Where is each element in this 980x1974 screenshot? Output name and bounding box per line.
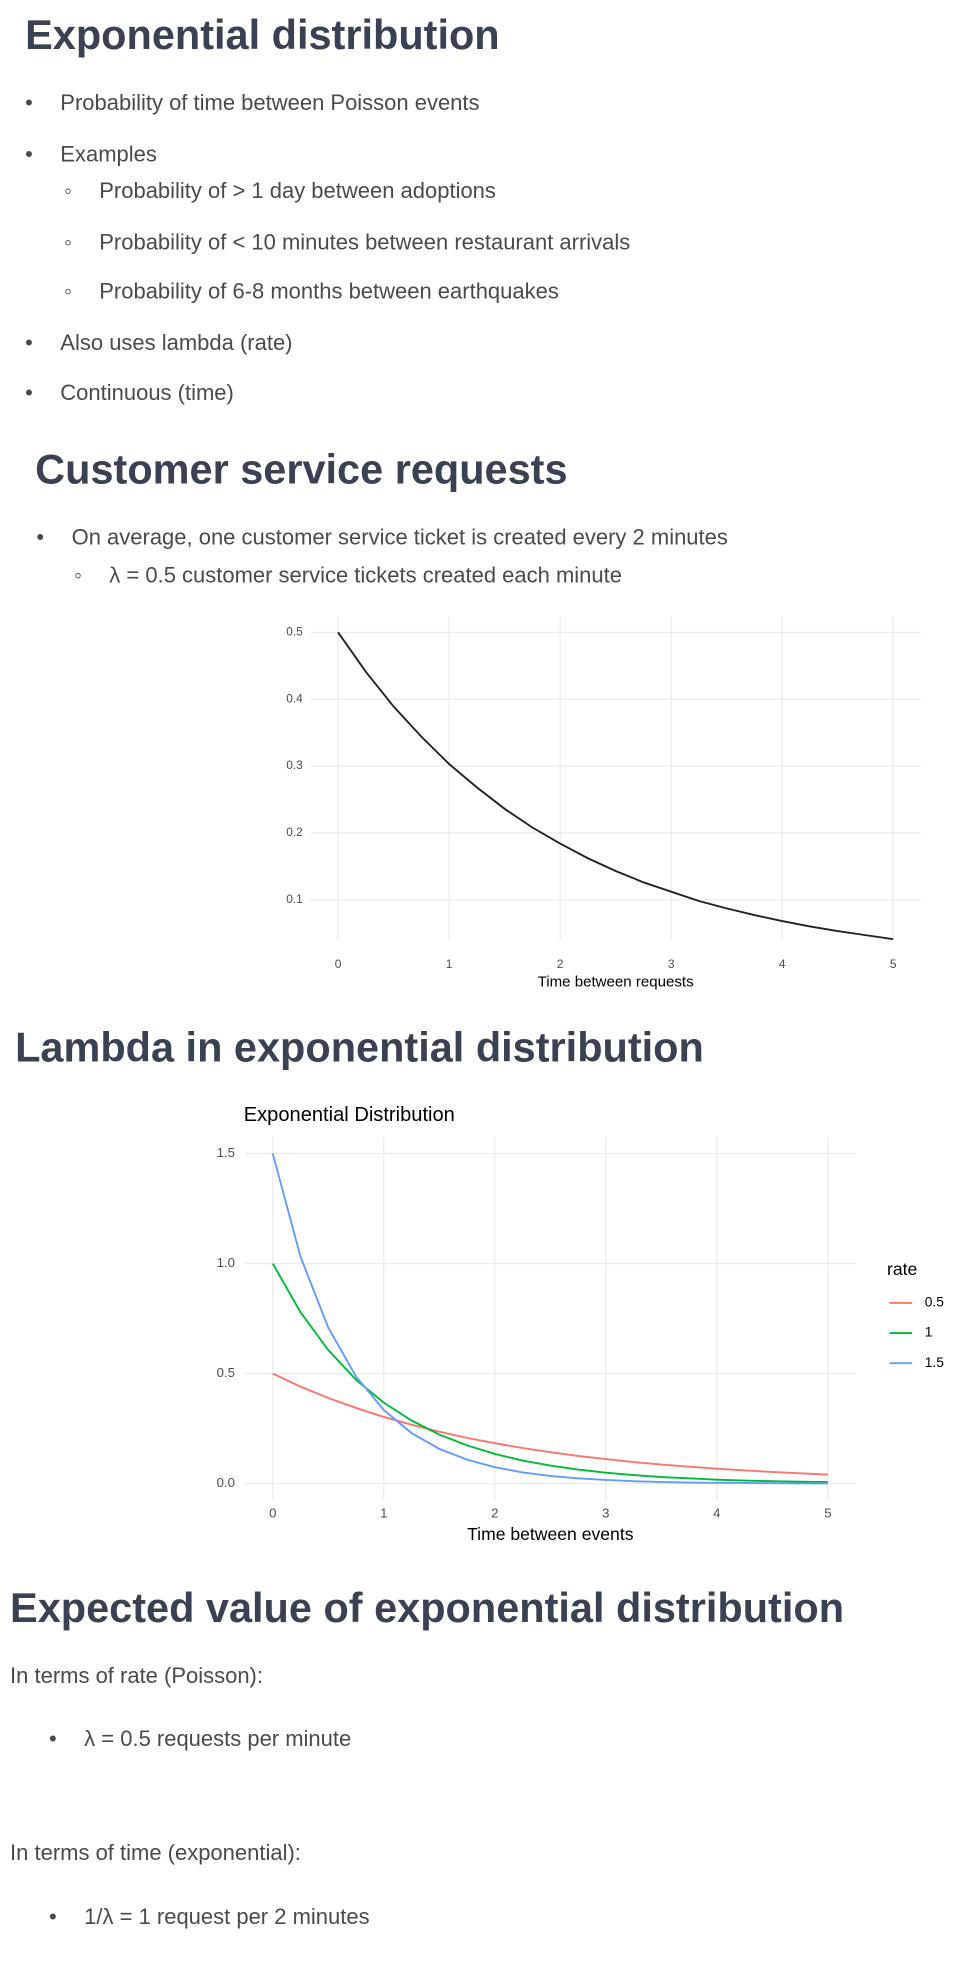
bullet: Continuous (time): [25, 380, 234, 406]
series-line: [272, 1372, 828, 1476]
y-tick-label: 0.2: [286, 825, 303, 839]
y-tick-label: 1.5: [217, 1145, 235, 1160]
y-tick-label: 0.3: [286, 758, 303, 772]
bullet: On average, one customer service ticket …: [36, 525, 727, 551]
sub-bullet: Probability of < 10 minutes between rest…: [64, 229, 630, 255]
x-tick-label: 3: [668, 957, 675, 971]
bullet: 1/λ = 1 request per 2 minutes: [49, 1904, 370, 1930]
paragraph: In terms of time (exponential):: [10, 1840, 301, 1866]
legend-label: 1: [925, 1324, 933, 1340]
x-tick-label: 2: [491, 1505, 498, 1520]
x-axis-title: Time between requests: [538, 973, 694, 990]
sub-bullet: Probability of 6-8 months between earthq…: [64, 278, 559, 304]
bullet: λ = 0.5 requests per minute: [49, 1726, 351, 1752]
series-line: [337, 631, 894, 941]
bullet: Examples: [25, 141, 157, 167]
x-tick-label: 1: [380, 1505, 387, 1520]
sub-bullet: Probability of > 1 day between adoptions: [64, 178, 496, 204]
x-tick-label: 5: [890, 957, 897, 971]
chart-title: Exponential Distribution: [244, 1104, 455, 1126]
heading: Lambda in exponential distribution: [15, 1023, 704, 1071]
y-tick-label: 1.0: [217, 1255, 235, 1270]
sub-bullet: λ = 0.5 customer service tickets created…: [74, 562, 622, 588]
x-tick-label: 4: [779, 957, 786, 971]
legend-label: 1.5: [925, 1354, 945, 1370]
heading: Exponential distribution: [25, 11, 500, 58]
paragraph: In terms of rate (Poisson):: [10, 1662, 264, 1688]
legend-label: 0.5: [925, 1294, 945, 1310]
bullet: Also uses lambda (rate): [25, 330, 292, 356]
x-tick-label: 5: [824, 1505, 831, 1520]
heading: Expected value of exponential distributi…: [10, 1584, 845, 1631]
y-tick-label: 0.5: [286, 625, 303, 639]
y-tick-label: 0.0: [217, 1475, 235, 1490]
x-tick-label: 0: [269, 1505, 276, 1520]
series-line: [271, 1263, 828, 1484]
x-tick-label: 0: [335, 957, 342, 971]
bullet: Probability of time between Poisson even…: [25, 90, 479, 116]
x-tick-label: 2: [557, 957, 564, 971]
series-line: [271, 1153, 828, 1485]
x-axis-title: Time between events: [467, 1524, 634, 1544]
legend-title: rate: [887, 1259, 917, 1279]
y-tick-label: 0.1: [286, 892, 303, 906]
x-tick-label: 1: [446, 957, 453, 971]
y-tick-label: 0.5: [217, 1365, 235, 1380]
x-tick-label: 4: [713, 1505, 720, 1520]
x-tick-label: 3: [602, 1505, 609, 1520]
heading: Customer service requests: [35, 446, 568, 493]
y-tick-label: 0.4: [286, 691, 303, 705]
